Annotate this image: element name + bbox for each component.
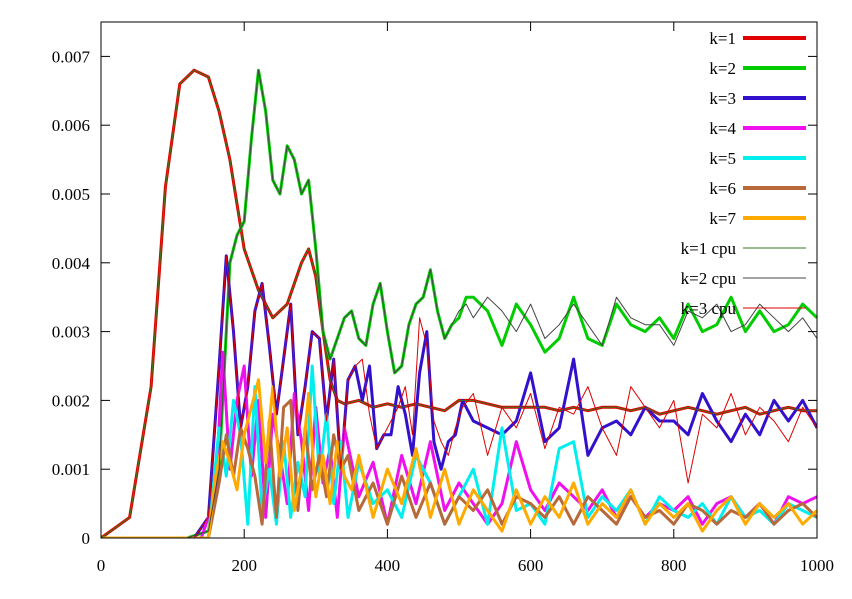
series-line-8 (101, 69, 817, 538)
legend-label: k=2 (709, 59, 736, 78)
legend-label: k=3 cpu (681, 299, 737, 318)
legend-label: k=2 cpu (681, 269, 737, 288)
x-tick-label: 800 (661, 556, 687, 575)
legend-label: k=1 cpu (681, 239, 737, 258)
legend-label: k=3 (709, 89, 736, 108)
x-tick-label: 0 (97, 556, 106, 575)
y-tick-label: 0.005 (52, 185, 90, 204)
x-tick-label: 1000 (800, 556, 834, 575)
x-tick-label: 400 (375, 556, 401, 575)
series-line-10 (101, 255, 817, 538)
y-tick-label: 0.007 (52, 47, 91, 66)
x-tick-label: 600 (518, 556, 544, 575)
y-tick-label: 0.004 (52, 254, 91, 273)
y-tick-label: 0 (82, 529, 91, 548)
legend: k=1 k=2 k=3 k=4 k=5 k=6 k=7 k=1 cpu k=2 cpu k=3 c… (681, 29, 806, 318)
y-tick-label: 0.006 (52, 116, 90, 135)
y-tick-label: 0.002 (52, 391, 90, 410)
tick-layer: 0 200 400 600 800 1000 0 0.001 0.002 0.003 0.004 0.… (52, 22, 834, 575)
series-line-9 (101, 69, 817, 538)
legend-label: k=5 (709, 149, 736, 168)
y-tick-label: 0.003 (52, 323, 90, 342)
legend-label: k=4 (709, 119, 736, 138)
y-tick-label: 0.001 (52, 460, 90, 479)
legend-label: k=1 (709, 29, 736, 48)
series-layer (101, 68, 817, 538)
legend-label: k=7 (709, 209, 736, 228)
plot-frame (100, 21, 818, 539)
series-line-7 (101, 378, 817, 538)
x-tick-label: 200 (231, 556, 257, 575)
legend-label: k=6 (709, 179, 736, 198)
